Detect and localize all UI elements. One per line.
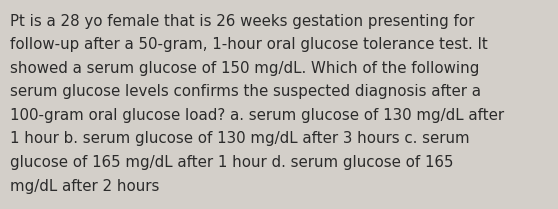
Text: mg/dL after 2 hours: mg/dL after 2 hours [10,178,160,194]
Text: follow-up after a 50-gram, 1-hour oral glucose tolerance test. It: follow-up after a 50-gram, 1-hour oral g… [10,37,488,52]
Text: serum glucose levels confirms the suspected diagnosis after a: serum glucose levels confirms the suspec… [10,84,481,99]
Text: showed a serum glucose of 150 mg/dL. Which of the following: showed a serum glucose of 150 mg/dL. Whi… [10,61,479,76]
Text: 100-gram oral glucose load? a. serum glucose of 130 mg/dL after: 100-gram oral glucose load? a. serum glu… [10,108,504,123]
Text: glucose of 165 mg/dL after 1 hour d. serum glucose of 165: glucose of 165 mg/dL after 1 hour d. ser… [10,155,454,170]
Text: 1 hour b. serum glucose of 130 mg/dL after 3 hours c. serum: 1 hour b. serum glucose of 130 mg/dL aft… [10,131,470,147]
Text: Pt is a 28 yo female that is 26 weeks gestation presenting for: Pt is a 28 yo female that is 26 weeks ge… [10,14,474,29]
